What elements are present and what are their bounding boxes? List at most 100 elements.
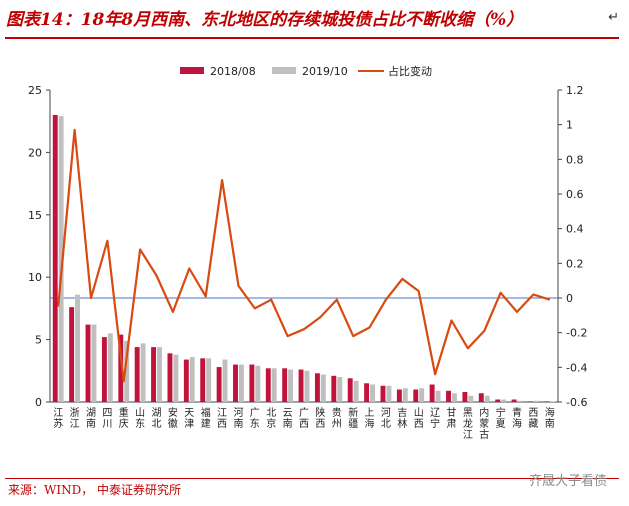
bar-2018-08 (413, 389, 419, 402)
category-label: 辽宁 (430, 407, 440, 430)
left-tick-label: 20 (28, 146, 42, 159)
bar-2018-08 (85, 324, 91, 402)
category-label: 浙江 (70, 407, 80, 430)
left-tick-label: 25 (28, 84, 42, 97)
right-tick-label: -0.4 (566, 361, 587, 374)
bar-2018-08 (101, 337, 107, 402)
right-tick-label: 0.8 (566, 153, 584, 166)
category-label: 湖北 (152, 407, 162, 430)
bar-2019-10 (353, 380, 359, 402)
bar-2018-08 (446, 390, 451, 402)
category-label: 河南 (234, 407, 244, 430)
bar-2019-10 (320, 374, 326, 402)
bar-2019-10 (124, 340, 130, 402)
bar-2018-08 (249, 364, 255, 402)
bar-2019-10 (222, 359, 228, 402)
category-label: 新疆 (348, 406, 358, 430)
bar-2018-08 (216, 367, 222, 402)
category-label: 天津 (184, 408, 194, 430)
right-tick-label: -0.2 (566, 327, 587, 340)
bar-2018-08 (462, 392, 468, 402)
bar-2018-08 (396, 389, 402, 402)
category-label: 江西 (217, 407, 227, 430)
category-label: 湖南 (86, 407, 96, 430)
category-label: 北京 (266, 407, 276, 430)
bar-2018-08 (200, 358, 206, 402)
bar-2019-10 (370, 384, 375, 402)
bar-2018-08 (380, 385, 386, 402)
category-label: 陕西 (315, 406, 325, 430)
legend-label: 2019/10 (302, 65, 348, 78)
series-line-change (57, 128, 551, 383)
right-tick-label: 0.2 (566, 257, 584, 270)
category-label: 山西 (414, 407, 424, 430)
bar-2018-08 (347, 378, 353, 402)
left-tick-label: 10 (28, 271, 42, 284)
category-labels: 江苏浙江湖南四川重庆山东湖北安徽天津福建江西河南广东北京云南广西陕西贵州新疆上海… (53, 406, 555, 441)
chart-title: 图表14：18年8月西南、东北地区的存续城投债占比不断收缩（%） (6, 10, 524, 30)
category-label: 广西 (299, 407, 309, 430)
return-arrow-icon: ↵ (608, 10, 619, 25)
bar-2019-10 (206, 358, 212, 402)
bar-2019-10 (189, 357, 195, 402)
bar-2019-10 (140, 343, 146, 402)
bar-2019-10 (75, 294, 80, 402)
legend-label: 2018/08 (210, 65, 256, 78)
bar-2019-10 (271, 368, 277, 402)
bar-2018-08 (544, 401, 550, 402)
bar-2019-10 (451, 393, 457, 402)
category-label: 吉林 (397, 407, 407, 430)
bar-2018-08 (331, 375, 337, 402)
category-label: 西藏 (528, 408, 538, 430)
bar-2019-10 (238, 364, 244, 402)
bar-2019-10 (517, 400, 523, 402)
bar-2018-08 (134, 347, 140, 402)
right-tick-label: 0.6 (566, 188, 584, 201)
legend-label: 占比变动 (388, 64, 432, 78)
bar-2019-10 (91, 324, 97, 402)
legend-swatch (180, 67, 204, 74)
watermark: 齐晟大子看债 (528, 474, 607, 489)
bar-2019-10 (337, 377, 343, 402)
bar-2018-08 (528, 401, 533, 402)
bar-2018-08 (69, 307, 75, 402)
footer-rule (5, 478, 619, 479)
category-label: 海南 (545, 406, 555, 430)
bar-2019-10 (550, 401, 556, 402)
category-label: 山东 (135, 407, 145, 430)
combo-chart: 2018/08 2019/10 占比变动 0510152025-0.6-0.4-0.… (28, 64, 587, 441)
bar-2018-08 (233, 364, 238, 402)
right-tick-label: 0 (566, 292, 573, 305)
category-label: 广东 (250, 407, 260, 430)
category-label: 安徽 (168, 406, 178, 430)
category-label: 福建 (201, 406, 211, 430)
bar-2019-10 (501, 399, 507, 402)
bar-2019-10 (173, 354, 179, 402)
legend: 2018/08 2019/10 占比变动 (180, 64, 432, 78)
source-note: 来源：WIND， 中泰证券研究所 (8, 483, 182, 497)
right-tick-label: 0.4 (566, 223, 584, 236)
category-label: 青海 (512, 406, 522, 430)
right-tick-label: 1 (566, 119, 573, 132)
category-label: 甘肃 (447, 406, 457, 430)
bar-2018-08 (183, 359, 189, 402)
bar-2019-10 (288, 369, 294, 402)
bar-2019-10 (255, 365, 261, 402)
legend-swatch (272, 67, 296, 74)
bar-2018-08 (167, 353, 173, 402)
category-label: 贵州 (332, 406, 342, 430)
bar-2018-08 (282, 368, 288, 402)
axes: 0 5 10 15 20 25 -0.6 -0.4 -0.2 0 0.2 0.4 0.6 0.8 1 1.2 (28, 84, 587, 409)
bar-2019-10 (419, 388, 425, 402)
category-label: 黑龙江 (463, 407, 473, 441)
bars (52, 114, 556, 403)
bar-2018-08 (314, 373, 320, 402)
bar-2019-10 (304, 370, 310, 402)
bar-2018-08 (52, 114, 58, 403)
bar-2019-10 (386, 385, 392, 402)
right-tick-label: 1.2 (566, 84, 584, 97)
bar-2018-08 (118, 334, 124, 402)
bar-2019-10 (468, 395, 474, 402)
category-label: 宁夏 (496, 406, 506, 430)
change-line (57, 128, 551, 383)
